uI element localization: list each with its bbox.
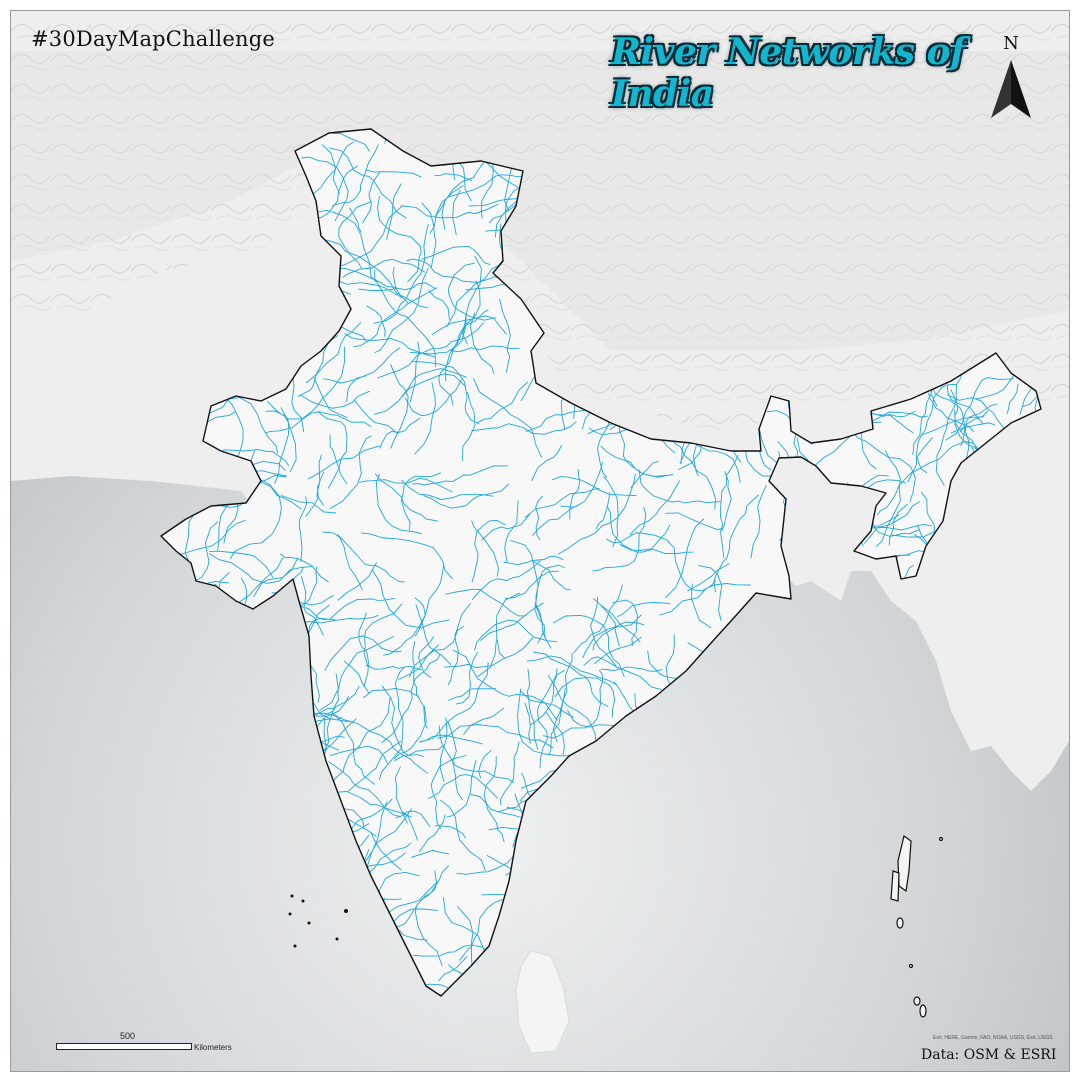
lakshadweep-islands <box>288 894 348 948</box>
north-label: N <box>1003 33 1019 54</box>
map-canvas <box>11 11 1069 1071</box>
scale-bar-rect <box>56 1043 192 1050</box>
sri-lanka <box>515 950 570 1054</box>
data-source: Data: OSM & ESRI <box>921 1047 1057 1063</box>
north-arrow: N <box>986 33 1036 128</box>
scale-unit: Kilometers <box>194 1043 232 1052</box>
map-frame: #30DayMapChallenge River Networks of Ind… <box>10 10 1070 1072</box>
map-title: River Networks of India <box>611 31 966 115</box>
basemap-credits: Esri, HERE, Garmin, FAO, NOAA, USGS, Esr… <box>933 1035 1053 1041</box>
andaman-nicobar-islands <box>890 834 944 1018</box>
north-arrow-icon <box>991 60 1031 118</box>
tibetan-plateau-shade <box>11 51 1069 351</box>
scale-value: 500 <box>120 1031 136 1041</box>
himalaya-relief <box>11 11 1069 431</box>
hashtag-label: #30DayMapChallenge <box>31 27 275 51</box>
